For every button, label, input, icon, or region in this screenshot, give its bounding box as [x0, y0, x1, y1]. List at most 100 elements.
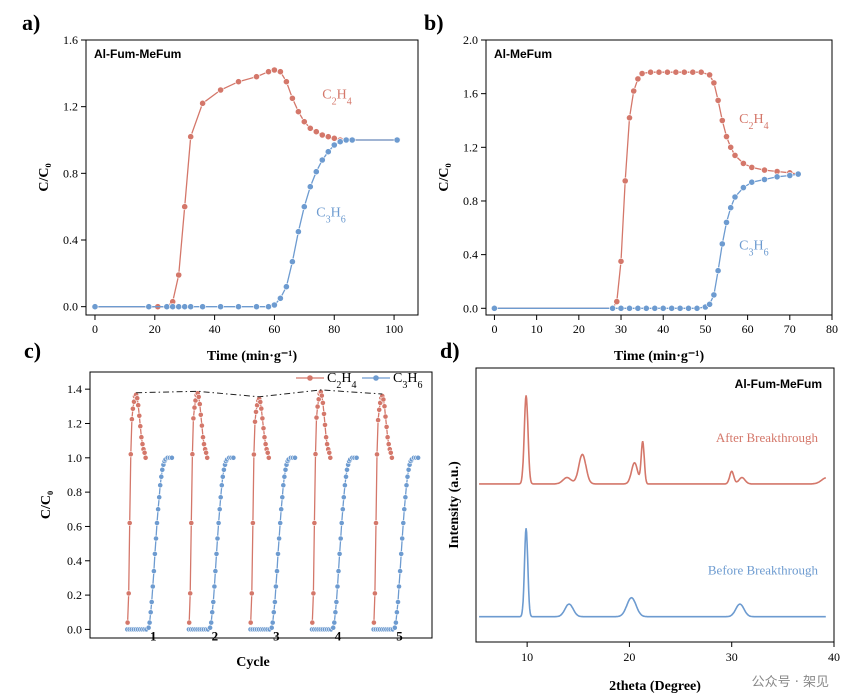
series-c3h6-point — [294, 228, 302, 236]
series-c2h4-line — [373, 394, 393, 623]
series-c2h4-point — [370, 619, 377, 626]
series-c3h6-point — [91, 303, 99, 311]
series-c2h4-point — [318, 392, 325, 399]
cycle-label: 3 — [273, 629, 280, 644]
series-c3h6-point — [145, 303, 153, 311]
series-c3h6-point — [395, 599, 401, 605]
series-c2h4-point — [203, 449, 209, 456]
series-c2h4-point — [321, 410, 327, 417]
series-c2h4-point — [383, 423, 390, 430]
series-label-part: H — [407, 371, 417, 386]
y-tick-label: 0.0 — [463, 301, 478, 315]
series-c3h6-point — [278, 506, 285, 513]
series-c3h6-point — [668, 304, 676, 312]
series-c2h4-point — [181, 203, 189, 211]
x-tick-label: 40 — [657, 322, 669, 336]
xrd-after-line — [479, 395, 827, 485]
x-tick-label: 20 — [573, 322, 585, 336]
series-c2h4-point — [204, 454, 211, 461]
x-tick-label: 80 — [328, 322, 340, 336]
series-c2h4-point — [134, 395, 141, 402]
series-c3h6-point — [404, 473, 411, 480]
series-c3h6-point — [217, 303, 224, 311]
series-c3h6-point — [399, 535, 406, 542]
legend-label-c2h4: C2H4 — [327, 371, 356, 391]
y-tick-label: 0.8 — [63, 166, 78, 180]
x-tick-label: 40 — [209, 322, 221, 336]
series-c3h6-point — [786, 172, 794, 179]
series-c2h4-point — [672, 68, 680, 76]
series-c3h6-point — [212, 568, 219, 574]
series-c3h6-point — [282, 466, 289, 473]
series-c3h6-point — [392, 619, 399, 626]
series-c3h6-point — [330, 141, 338, 149]
series-c3h6-point — [723, 218, 730, 226]
series-c2h4-point — [324, 441, 330, 447]
series-c3h6-point — [218, 482, 225, 489]
y-tick-label: 0.6 — [67, 519, 82, 533]
series-c3h6-point — [659, 304, 667, 312]
series-c3h6-point — [270, 609, 277, 616]
series-c3h6-point — [748, 178, 756, 186]
series-c2h4-point — [371, 590, 378, 597]
series-label-part: C — [316, 206, 325, 221]
series-c3h6-point — [270, 301, 278, 309]
series-c3h6-point — [235, 303, 242, 311]
series-c3h6-point — [210, 599, 217, 605]
series-c3h6-point — [727, 204, 735, 212]
x-tick-label: 70 — [784, 322, 796, 336]
plot-frame — [85, 39, 419, 316]
series-c2h4-point — [310, 590, 317, 597]
series-c2h4-point — [613, 298, 621, 305]
series-c3h6-point — [634, 304, 642, 312]
series-c2h4-point — [125, 590, 132, 597]
series-c2h4-line — [126, 393, 147, 623]
y-tick-label: 0.2 — [67, 588, 82, 602]
series-c2h4-point — [380, 396, 387, 403]
series-c3h6-point — [272, 583, 279, 590]
series-c3h6-point — [199, 303, 206, 311]
series-c3h6-point — [146, 619, 153, 626]
series-c2h4-point — [186, 619, 193, 626]
series-c3h6-point — [398, 551, 405, 557]
series-c3h6-point — [336, 138, 344, 146]
x-tick-label: 100 — [385, 322, 403, 336]
series-label-part: C — [393, 371, 402, 386]
x-tick-label: 50 — [699, 322, 711, 336]
series-c3h6-point — [403, 482, 410, 489]
series-label-part: C — [739, 112, 748, 127]
series-c3h6-point — [279, 494, 286, 501]
series-c3h6-point — [794, 170, 802, 178]
series-c2h4-point — [382, 413, 389, 420]
series-c3h6-point — [312, 168, 320, 176]
series-c3h6-point — [333, 599, 340, 605]
x-tick-label: 0 — [92, 322, 98, 336]
series-c2h4-point — [294, 108, 302, 116]
series-c2h4-point — [312, 128, 320, 136]
series-c2h4-point — [191, 404, 198, 411]
x-tick-label: 30 — [615, 322, 627, 336]
panel-letter: c) — [24, 338, 41, 363]
series-label-c2h4: C2H4 — [739, 112, 768, 132]
x-axis-label: 2theta (Degree) — [609, 679, 701, 694]
series-c2h4-point — [617, 257, 625, 265]
series-c2h4-point — [247, 619, 254, 626]
panel-letter: d) — [440, 338, 460, 363]
series-c3h6-point — [265, 303, 272, 311]
series-c3h6-point — [332, 609, 339, 616]
series-c2h4-point — [126, 520, 133, 526]
series-c3h6-point — [159, 466, 166, 473]
series-c2h4-point — [189, 451, 196, 458]
series-c2h4-point — [135, 402, 142, 409]
series-c2h4-point — [250, 451, 257, 458]
series-c3h6-point — [219, 473, 226, 480]
series-c3h6-point — [642, 304, 650, 312]
series-c2h4-point — [385, 441, 392, 447]
series-c3h6-point — [269, 619, 276, 626]
series-c2h4-point — [388, 454, 395, 461]
y-tick-label: 1.4 — [67, 382, 82, 396]
series-c2h4-point — [710, 79, 718, 87]
series-c3h6-point — [342, 136, 350, 144]
series-c3h6-point — [318, 156, 326, 164]
